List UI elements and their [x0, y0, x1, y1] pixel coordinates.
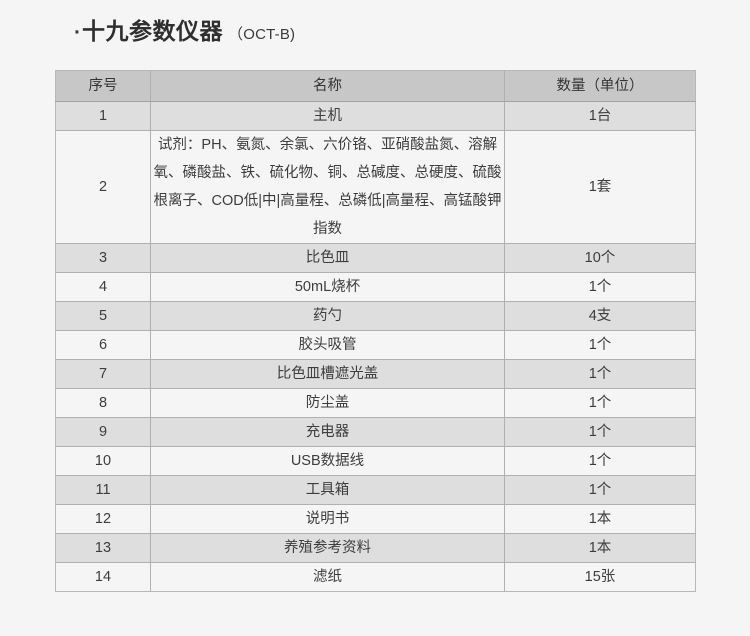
cell-no: 9 — [55, 417, 151, 447]
table-row: 14 滤纸 15张 — [55, 562, 696, 592]
page-title: · 十九参数仪器 （OCT-B) — [74, 12, 295, 46]
table-row: 8 防尘盖 1个 — [55, 388, 696, 418]
table-row: 7 比色皿槽遮光盖 1个 — [55, 359, 696, 389]
cell-name: 防尘盖 — [150, 388, 505, 418]
table-header: 序号 名称 数量（单位） — [55, 70, 696, 102]
cell-qty: 4支 — [504, 301, 696, 331]
column-header-qty: 数量（单位） — [504, 70, 696, 102]
table-body: 1 主机 1台 2 试剂：PH、氨氮、余氯、六价铬、亚硝酸盐氮、溶解氧、磷酸盐、… — [55, 101, 696, 592]
table-row: 2 试剂：PH、氨氮、余氯、六价铬、亚硝酸盐氮、溶解氧、磷酸盐、铁、硫化物、铜、… — [55, 130, 696, 244]
cell-name: 比色皿槽遮光盖 — [150, 359, 505, 389]
cell-no: 10 — [55, 446, 151, 476]
cell-no: 14 — [55, 562, 151, 592]
cell-name: 试剂：PH、氨氮、余氯、六价铬、亚硝酸盐氮、溶解氧、磷酸盐、铁、硫化物、铜、总碱… — [150, 130, 505, 244]
table-row: 11 工具箱 1个 — [55, 475, 696, 505]
cell-name: USB数据线 — [150, 446, 505, 476]
cell-name: 充电器 — [150, 417, 505, 447]
cell-no: 13 — [55, 533, 151, 563]
title-bullet-icon: · — [74, 21, 81, 44]
cell-no: 12 — [55, 504, 151, 534]
cell-qty: 1套 — [504, 130, 696, 244]
cell-qty: 10个 — [504, 243, 696, 273]
table-header-row: 序号 名称 数量（单位） — [55, 70, 696, 102]
cell-qty: 1本 — [504, 504, 696, 534]
cell-qty: 15张 — [504, 562, 696, 592]
cell-no: 8 — [55, 388, 151, 418]
cell-qty: 1个 — [504, 388, 696, 418]
cell-qty: 1个 — [504, 359, 696, 389]
cell-name: 工具箱 — [150, 475, 505, 505]
cell-name: 养殖参考资料 — [150, 533, 505, 563]
title-model-text: （OCT-B) — [228, 26, 296, 43]
title-text: 十九参数仪器 — [82, 18, 223, 44]
cell-no: 2 — [55, 130, 151, 244]
cell-name: 胶头吸管 — [150, 330, 505, 360]
table-row: 5 药勺 4支 — [55, 301, 696, 331]
table-row: 4 50mL烧杯 1个 — [55, 272, 696, 302]
table-row: 1 主机 1台 — [55, 101, 696, 131]
spec-table-container: 序号 名称 数量（单位） 1 主机 1台 2 试剂：PH、氨氮、余氯、六价铬、亚… — [55, 70, 696, 592]
column-header-name: 名称 — [150, 70, 505, 102]
table-row: 12 说明书 1本 — [55, 504, 696, 534]
cell-qty: 1台 — [504, 101, 696, 131]
table-row: 3 比色皿 10个 — [55, 243, 696, 273]
cell-qty: 1个 — [504, 417, 696, 447]
table-row: 10 USB数据线 1个 — [55, 446, 696, 476]
cell-name: 比色皿 — [150, 243, 505, 273]
spec-table: 序号 名称 数量（单位） 1 主机 1台 2 试剂：PH、氨氮、余氯、六价铬、亚… — [55, 70, 696, 592]
cell-name: 50mL烧杯 — [150, 272, 505, 302]
table-row: 6 胶头吸管 1个 — [55, 330, 696, 360]
cell-name: 药勺 — [150, 301, 505, 331]
cell-name: 主机 — [150, 101, 505, 131]
cell-no: 5 — [55, 301, 151, 331]
cell-qty: 1个 — [504, 446, 696, 476]
cell-no: 6 — [55, 330, 151, 360]
cell-no: 4 — [55, 272, 151, 302]
cell-qty: 1个 — [504, 330, 696, 360]
cell-qty: 1本 — [504, 533, 696, 563]
cell-name: 滤纸 — [150, 562, 505, 592]
cell-no: 3 — [55, 243, 151, 273]
table-row: 13 养殖参考资料 1本 — [55, 533, 696, 563]
table-row: 9 充电器 1个 — [55, 417, 696, 447]
cell-qty: 1个 — [504, 272, 696, 302]
cell-name: 说明书 — [150, 504, 505, 534]
column-header-no: 序号 — [55, 70, 151, 102]
cell-no: 7 — [55, 359, 151, 389]
cell-no: 1 — [55, 101, 151, 131]
cell-qty: 1个 — [504, 475, 696, 505]
cell-no: 11 — [55, 475, 151, 505]
